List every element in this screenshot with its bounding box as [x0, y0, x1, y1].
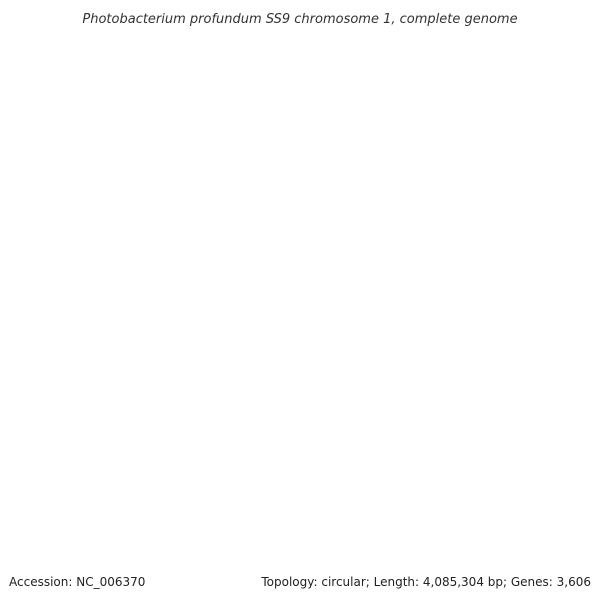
- accession-text: Accession: NC_006370: [9, 575, 145, 589]
- map-title: Photobacterium profundum SS9 chromosome …: [82, 12, 517, 27]
- genome-summary-text: Topology: circular; Length: 4,085,304 bp…: [260, 575, 591, 589]
